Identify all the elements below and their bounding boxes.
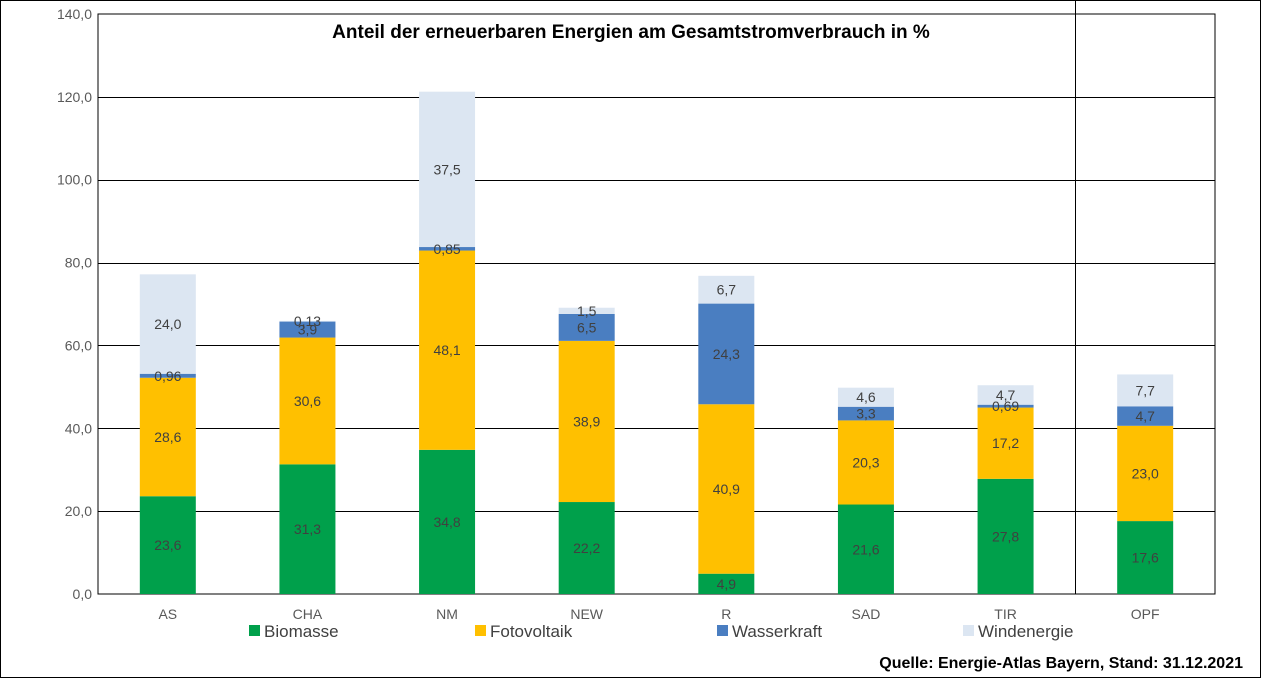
legend-swatch <box>475 625 486 636</box>
bar-windenergie-sad <box>837 387 894 407</box>
y-tick-label: 0,0 <box>73 586 93 602</box>
data-label: 28,6 <box>154 429 181 445</box>
data-label: 6,5 <box>577 319 597 335</box>
legend: Biomasse Fotovoltaik Wasserkraft Windenergi… <box>249 622 1073 641</box>
bar-windenergie-r <box>698 275 755 304</box>
bar-fotovoltaik-new <box>558 340 615 503</box>
y-tick-label: 120,0 <box>57 89 92 105</box>
legend-swatch <box>963 625 974 636</box>
bar-biomasse-sad <box>837 504 894 594</box>
bar-fotovoltaik-cha <box>279 337 336 465</box>
bar-wasserkraft-cha <box>279 321 336 338</box>
data-label: 3,9 <box>298 321 318 337</box>
bar-biomasse-new <box>558 502 615 594</box>
legend-swatch <box>717 625 728 636</box>
bar-wasserkraft-r <box>698 303 755 405</box>
bar-fotovoltaik-opf <box>1117 425 1174 522</box>
bar-biomasse-cha <box>279 464 336 594</box>
chart-title: Anteil der erneuerbaren Energien am Gesa… <box>332 22 930 43</box>
data-label: 38,9 <box>573 413 600 429</box>
data-label: 1,5 <box>577 303 597 319</box>
data-label: 4,7 <box>1135 408 1155 424</box>
y-tick-label: 40,0 <box>65 420 92 436</box>
data-label: 34,8 <box>433 514 460 530</box>
y-tick-label: 20,0 <box>65 503 92 519</box>
bar-wasserkraft-nm <box>419 247 476 251</box>
data-label: 7,7 <box>1135 382 1155 398</box>
data-label: 4,6 <box>856 389 876 405</box>
data-labels: 23,6 28,6 0,96 24,0 31,3 30,6 3,90,13 34,8 48,1 0… <box>154 161 1159 591</box>
data-label: 23,6 <box>154 537 181 553</box>
bar-biomasse-nm <box>419 449 476 594</box>
legend-label: Biomasse <box>264 622 339 641</box>
x-tick-label: CHA <box>293 606 323 622</box>
data-label: 27,8 <box>992 528 1019 544</box>
bar-wasserkraft-tir <box>977 404 1034 408</box>
x-tick-label: TIR <box>994 606 1017 622</box>
data-label: 22,2 <box>573 540 600 556</box>
bar-windenergie-nm <box>419 91 476 248</box>
bar-fotovoltaik-sad <box>837 420 894 505</box>
bar-windenergie-as <box>139 274 196 374</box>
x-tick-label: R <box>721 606 731 622</box>
data-label: 17,6 <box>1132 550 1159 566</box>
y-tick-label: 100,0 <box>57 172 92 188</box>
bar-wasserkraft-new <box>558 313 615 341</box>
data-label: 17,2 <box>992 435 1019 451</box>
bar-windenergie-tir <box>977 385 1034 405</box>
bar-wasserkraft-sad <box>837 406 894 421</box>
bar-fotovoltaik-as <box>139 377 196 497</box>
data-label: 48,1 <box>433 342 460 358</box>
gridlines <box>97 1 1216 595</box>
bar-windenergie-opf <box>1117 374 1174 407</box>
bar-biomasse-tir <box>977 478 1034 594</box>
bar-biomasse-opf <box>1117 521 1174 594</box>
data-label: 24,0 <box>154 316 181 332</box>
data-label: 3,3 <box>856 406 876 422</box>
bar-fotovoltaik-nm <box>419 250 476 450</box>
axes: 0,0 20,0 40,0 60,0 80,0 100,0 120,0 140,0 AS CHA N… <box>57 6 1160 622</box>
legend-label: Windenergie <box>978 622 1073 641</box>
y-tick-label: 60,0 <box>65 337 92 353</box>
plot-area-border <box>97 13 1216 595</box>
bar-windenergie-new <box>558 307 615 314</box>
source-note: Quelle: Energie-Atlas Bayern, Stand: 31.… <box>879 655 1243 672</box>
data-label: 0,96 <box>154 368 181 384</box>
data-label: 30,6 <box>294 393 321 409</box>
data-label: 0,13 <box>294 313 321 329</box>
bar-biomasse-r <box>698 573 755 594</box>
bar-wasserkraft-as <box>139 373 196 378</box>
x-tick-label: NEW <box>570 606 603 622</box>
y-tick-label: 140,0 <box>57 6 92 22</box>
x-tick-label: SAD <box>852 606 881 622</box>
data-label: 21,6 <box>852 541 879 557</box>
data-label: 0,69 <box>992 398 1019 414</box>
bar-fotovoltaik-tir <box>977 407 1034 479</box>
bar-fotovoltaik-r <box>698 404 755 574</box>
x-tick-label: AS <box>158 606 177 622</box>
data-label: 4,9 <box>717 576 737 592</box>
bar-windenergie-cha <box>279 320 336 322</box>
data-label: 24,3 <box>713 346 740 362</box>
bar-wasserkraft-opf <box>1117 406 1174 426</box>
data-label: 40,9 <box>713 481 740 497</box>
bar-biomasse-as <box>139 496 196 594</box>
y-tick-label: 80,0 <box>65 255 92 271</box>
data-label: 0,85 <box>433 241 460 257</box>
data-label: 23,0 <box>1132 465 1159 481</box>
data-label: 37,5 <box>433 161 460 177</box>
bars <box>139 91 1174 594</box>
legend-label: Fotovoltaik <box>490 622 573 641</box>
data-label: 20,3 <box>852 454 879 470</box>
data-label: 6,7 <box>717 282 737 298</box>
legend-swatch <box>249 625 260 636</box>
x-tick-label: OPF <box>1131 606 1160 622</box>
legend-label: Wasserkraft <box>732 622 822 641</box>
x-tick-label: NM <box>436 606 458 622</box>
data-label: 31,3 <box>294 521 321 537</box>
data-label: 4,7 <box>996 387 1016 403</box>
